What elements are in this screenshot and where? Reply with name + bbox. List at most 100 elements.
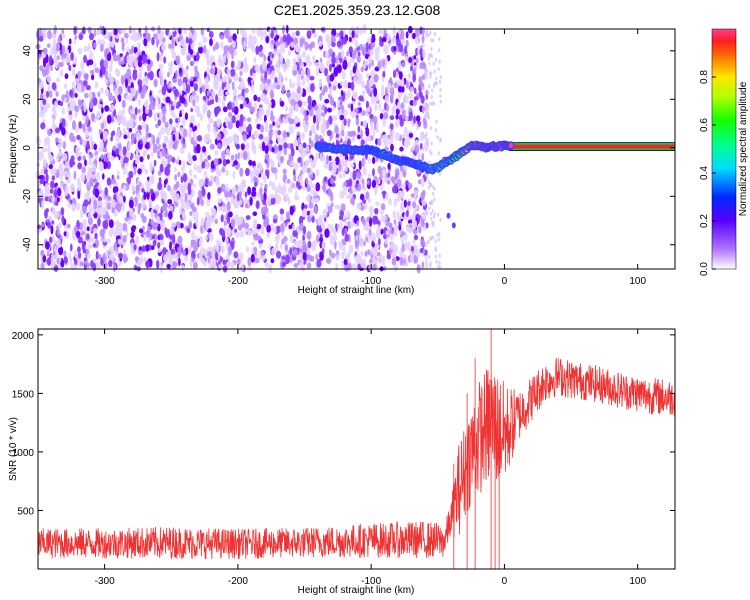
noise-speck [153, 112, 158, 122]
noise-speck [279, 53, 284, 64]
noise-speck [407, 219, 413, 224]
noise-speck [271, 147, 275, 153]
noise-speck [425, 89, 429, 96]
noise-speck [73, 170, 77, 180]
noise-speck [347, 131, 353, 137]
noise-speck [137, 60, 143, 68]
noise-speck [113, 186, 119, 193]
noise-speck [286, 33, 291, 44]
noise-speck [230, 60, 235, 69]
noise-speck [246, 117, 252, 122]
noise-speck [289, 205, 294, 216]
noise-speck [170, 248, 175, 256]
noise-speck [151, 245, 155, 251]
noise-speck [222, 158, 227, 167]
noise-speck [372, 36, 376, 42]
noise-speck [192, 99, 196, 107]
noise-speck [50, 225, 54, 235]
noise-speck [122, 222, 128, 232]
noise-speck [404, 45, 408, 54]
noise-speck [299, 239, 303, 247]
noise-speck [187, 132, 192, 138]
noise-speck [341, 129, 345, 137]
noise-speck [360, 129, 363, 140]
noise-speck [208, 181, 213, 187]
noise-speck [78, 251, 82, 259]
noise-speck [134, 159, 140, 165]
noise-speck [108, 259, 113, 268]
noise-speck [379, 113, 384, 120]
noise-speck [351, 187, 357, 193]
noise-speck [355, 117, 360, 126]
noise-speck [328, 63, 332, 72]
noise-speck [143, 233, 147, 242]
noise-speck [220, 245, 225, 254]
noise-speck [434, 254, 437, 259]
noise-speck [321, 242, 325, 250]
noise-speck [46, 90, 50, 98]
noise-speck [307, 60, 312, 67]
noise-speck [38, 82, 44, 90]
noise-speck [87, 26, 92, 34]
noise-speck [69, 89, 73, 98]
noise-speck [214, 131, 218, 138]
noise-speck [45, 65, 50, 76]
colorbar: 0.00.20.40.60.8 Normalized spectral ampl… [699, 28, 749, 276]
snr-y-axis-label: SNR (10 * v/v) [8, 417, 19, 481]
noise-speck [226, 50, 230, 60]
noise-speck [171, 253, 177, 259]
noise-speck [128, 127, 133, 133]
noise-speck [177, 78, 183, 87]
noise-speck [422, 86, 425, 91]
noise-speck [41, 243, 46, 249]
noise-speck [186, 55, 191, 62]
noise-speck [247, 229, 253, 236]
noise-speck [107, 151, 111, 160]
noise-speck [149, 95, 154, 104]
noise-speck [193, 183, 197, 188]
noise-speck [436, 135, 439, 140]
noise-speck [95, 154, 99, 160]
noise-speck [299, 262, 304, 270]
noise-speck [347, 82, 352, 89]
noise-speck [115, 69, 121, 77]
noise-speck [151, 234, 156, 240]
noise-speck [76, 83, 82, 90]
noise-speck [192, 155, 197, 161]
noise-speck [140, 89, 145, 99]
noise-speck [161, 105, 167, 116]
noise-speck [199, 81, 203, 88]
noise-speck [103, 219, 109, 230]
noise-speck [199, 113, 204, 122]
noise-speck [168, 65, 173, 75]
noise-speck [59, 61, 64, 67]
noise-speck [126, 54, 132, 64]
noise-speck [439, 87, 442, 92]
noise-speck [251, 241, 255, 246]
noise-speck [153, 222, 159, 228]
noise-speck [303, 204, 308, 210]
noise-speck [372, 256, 376, 263]
noise-speck [85, 172, 91, 181]
noise-speck [371, 179, 377, 188]
noise-speck [138, 115, 142, 122]
noise-speck [157, 242, 161, 249]
noise-speck [350, 103, 354, 112]
noise-speck [110, 131, 114, 138]
noise-speck [428, 61, 431, 66]
noise-speck [216, 169, 222, 177]
noise-speck [216, 119, 222, 126]
noise-speck [429, 183, 433, 188]
noise-speck [181, 264, 185, 272]
noise-speck [298, 58, 302, 66]
noise-speck [271, 53, 274, 59]
noise-speck [167, 184, 171, 192]
noise-speck [309, 157, 313, 164]
noise-speck [221, 98, 226, 109]
noise-speck [273, 226, 277, 234]
noise-speck [382, 191, 386, 199]
noise-speck [349, 221, 355, 228]
noise-speck [439, 218, 442, 222]
noise-speck [180, 39, 186, 47]
noise-speck [167, 199, 173, 205]
